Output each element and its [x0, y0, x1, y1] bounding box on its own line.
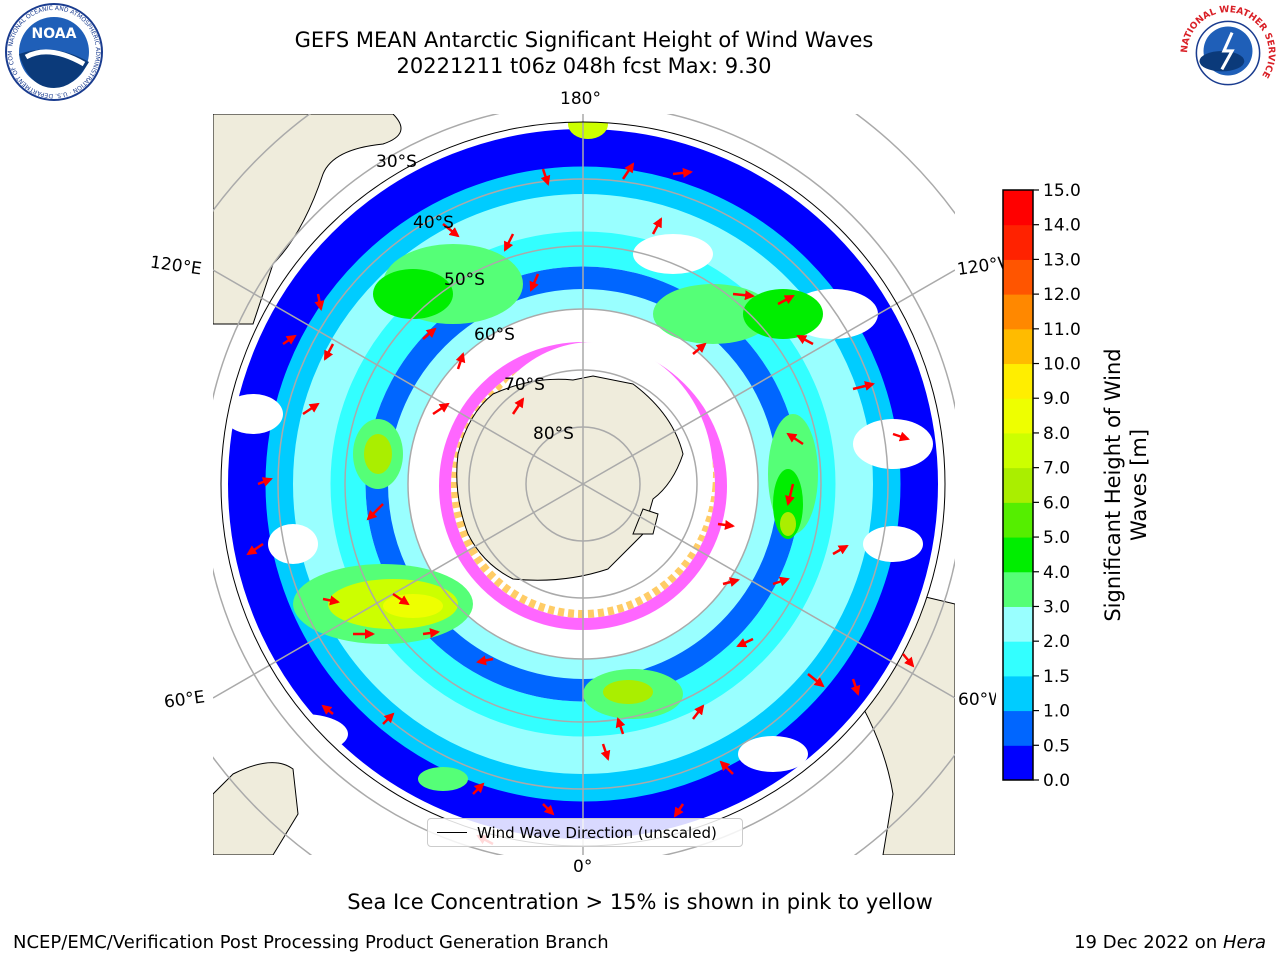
lon-label-120e: 120°E: [148, 252, 203, 280]
lat-label-80s: 80°S: [533, 424, 574, 444]
colorbar-tick-label: 1.0: [1043, 702, 1070, 722]
colorbar-segment: [1003, 675, 1033, 712]
colorbar-segment: [1003, 537, 1033, 573]
lat-label-60s: 60°S: [474, 325, 515, 345]
colorbar: 0.0 0.5 1.0 1.5 2.0 3.0 4.0 5.0 6.0 7.0 8.0 9.0 10.0…: [1002, 181, 1081, 790]
footer-credit: NCEP/EMC/Verification Post Processing Pr…: [13, 932, 609, 953]
colorbar-segment: [1003, 294, 1033, 330]
nws-logo: NATIONAL WEATHER SERVICE: [1179, 4, 1277, 102]
colorbar-segment: [1003, 710, 1033, 746]
colorbar-tick-label: 9.0: [1043, 389, 1070, 409]
colorbar-segment: [1003, 641, 1033, 677]
lon-label-180: 180°: [560, 89, 601, 109]
footer-date: 19 Dec 2022 on Hera: [1074, 932, 1266, 953]
colorbar-segment: [1003, 606, 1033, 642]
chart-subtitle: 20221211 t06z 048h fcst Max: 9.30: [396, 54, 772, 78]
colorbar-segment: [1003, 502, 1033, 538]
lon-label-60w: 60°W: [958, 690, 996, 710]
colorbar-segment: [1003, 432, 1033, 469]
colorbar-segment: [1003, 745, 1033, 781]
colorbar-segment: [1003, 467, 1033, 503]
colorbar-tick-label: 11.0: [1043, 320, 1081, 340]
colorbar-tick-label: 7.0: [1043, 459, 1070, 479]
footer-machine: Hera: [1222, 932, 1266, 953]
polar-map: [213, 114, 955, 855]
lat-label-50s: 50°S: [444, 270, 485, 290]
colorbar-tick-label: 13.0: [1043, 250, 1081, 270]
colorbar-tick-label: 5.0: [1043, 528, 1070, 548]
noaa-logo: NATIONAL OCEANIC AND ATMOSPHERIC ADMINIS…: [4, 2, 103, 101]
noaa-logo-text: NOAA: [32, 26, 77, 42]
colorbar-tick-label: 2.0: [1043, 632, 1070, 652]
footer-date-text: 19 Dec 2022 on: [1074, 932, 1223, 953]
colorbar-tick-label: 15.0: [1043, 181, 1081, 201]
lat-label-30s: 30°S: [376, 152, 417, 172]
colorbar-segment: [1003, 259, 1033, 295]
antarctica-landmass: [456, 375, 684, 581]
colorbar-tick-label: 0.5: [1043, 736, 1070, 756]
lat-label-40s: 40°S: [413, 213, 454, 233]
colorbar-title-text: Significant Height of Wind Waves [m]: [1100, 348, 1152, 621]
colorbar-title-line: Waves [m]: [1127, 428, 1151, 542]
colorbar-tick-label: 3.0: [1043, 597, 1070, 617]
chart-title: GEFS MEAN Antarctic Significant Height o…: [294, 28, 874, 52]
colorbar-segment: [1003, 571, 1033, 607]
colorbar-segment: [1003, 363, 1033, 399]
colorbar-tick-label: 12.0: [1043, 285, 1081, 305]
lat-label-70s: 70°S: [504, 375, 545, 395]
colorbar-segment: [1003, 398, 1033, 434]
colorbar-segment: [1003, 328, 1033, 365]
australia-landmass: [213, 114, 402, 325]
colorbar-title-line: Significant Height of Wind: [1101, 348, 1125, 622]
colorbar-segment: [1003, 224, 1033, 260]
sea-ice-note: Sea Ice Concentration > 15% is shown in …: [347, 890, 933, 914]
colorbar-tick-label: 6.0: [1043, 493, 1070, 513]
colorbar-tick-label: 8.0: [1043, 424, 1070, 444]
colorbar-tick-label: 14.0: [1043, 216, 1081, 236]
colorbar-tick-label: 4.0: [1043, 563, 1070, 583]
colorbar-frame: [1002, 189, 1034, 781]
colorbar-tick-label: 0.0: [1043, 771, 1070, 790]
lon-label-0: 0°: [573, 857, 593, 877]
colorbar-tick-label: 10.0: [1043, 355, 1081, 375]
colorbar-segment: [1003, 190, 1033, 226]
colorbar-tick-label: 1.5: [1043, 667, 1070, 687]
legend-line-icon: [437, 832, 467, 833]
map-legend: Wind Wave Direction (unscaled): [427, 818, 743, 847]
legend-label: Wind Wave Direction (unscaled): [477, 823, 717, 842]
africa-landmass: [213, 762, 299, 855]
lon-label-60e: 60°E: [162, 687, 207, 713]
